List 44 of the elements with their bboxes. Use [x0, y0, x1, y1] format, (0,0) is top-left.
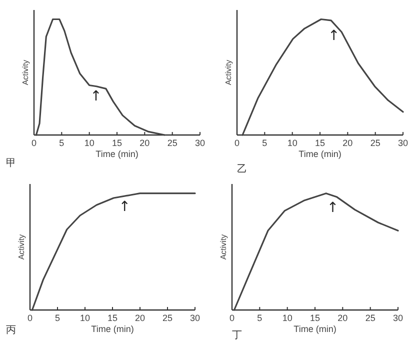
- x-axis-title: Time (min): [294, 324, 336, 334]
- x-tick-label: 25: [167, 138, 178, 148]
- x-axis-title: Time (min): [96, 149, 138, 159]
- x-tick-label: 5: [54, 313, 60, 323]
- annotation: ↑: [90, 88, 102, 104]
- x-tick-label: 30: [398, 138, 408, 148]
- text: 丙: [6, 325, 16, 336]
- x-tick-label: 15: [314, 138, 326, 148]
- x-tick-label: 5: [59, 138, 64, 148]
- x-tick-label: 15: [310, 313, 320, 323]
- y-axis-title: Activity: [17, 234, 26, 260]
- x-axis-title: Time (min): [298, 149, 342, 159]
- annotation: ↑: [326, 200, 339, 216]
- annotation: ↑: [118, 198, 130, 215]
- x-tick-label: 5: [257, 313, 262, 323]
- x-tick-label: 10: [84, 138, 94, 148]
- x-tick-label: 10: [80, 313, 90, 323]
- y-axis-title: Activity: [21, 60, 30, 86]
- x-tick-label: 20: [140, 138, 150, 148]
- x-tick-label: 30: [190, 313, 200, 323]
- annotation: ↑: [328, 28, 340, 44]
- y-axis-title: Activity: [224, 60, 233, 86]
- text: 丁: [232, 330, 242, 341]
- x-tick-label: 5: [262, 138, 268, 148]
- x-tick-label: 30: [194, 138, 206, 148]
- x-tick-label: 25: [162, 313, 173, 323]
- x-tick-label: 25: [365, 313, 376, 323]
- x-tick-label: 20: [338, 313, 348, 323]
- x-tick-label: 30: [392, 313, 404, 323]
- text: 甲: [6, 158, 16, 169]
- x-tick-label: 20: [134, 313, 146, 323]
- y-axis-title: Activity: [219, 234, 228, 260]
- x-tick-label: 10: [282, 313, 292, 323]
- x-tick-label: 0: [229, 313, 235, 323]
- x-axis-title: Time (min): [91, 324, 134, 334]
- x-tick-label: 15: [107, 313, 118, 323]
- x-tick-label: 10: [287, 138, 298, 148]
- x-tick-label: 0: [31, 138, 37, 148]
- x-tick-label: 20: [342, 138, 353, 148]
- x-tick-label: 0: [27, 313, 33, 323]
- text: 乙: [237, 164, 247, 175]
- x-tick-label: 25: [370, 138, 380, 148]
- x-tick-label: 0: [234, 138, 240, 148]
- x-tick-label: 15: [112, 138, 122, 148]
